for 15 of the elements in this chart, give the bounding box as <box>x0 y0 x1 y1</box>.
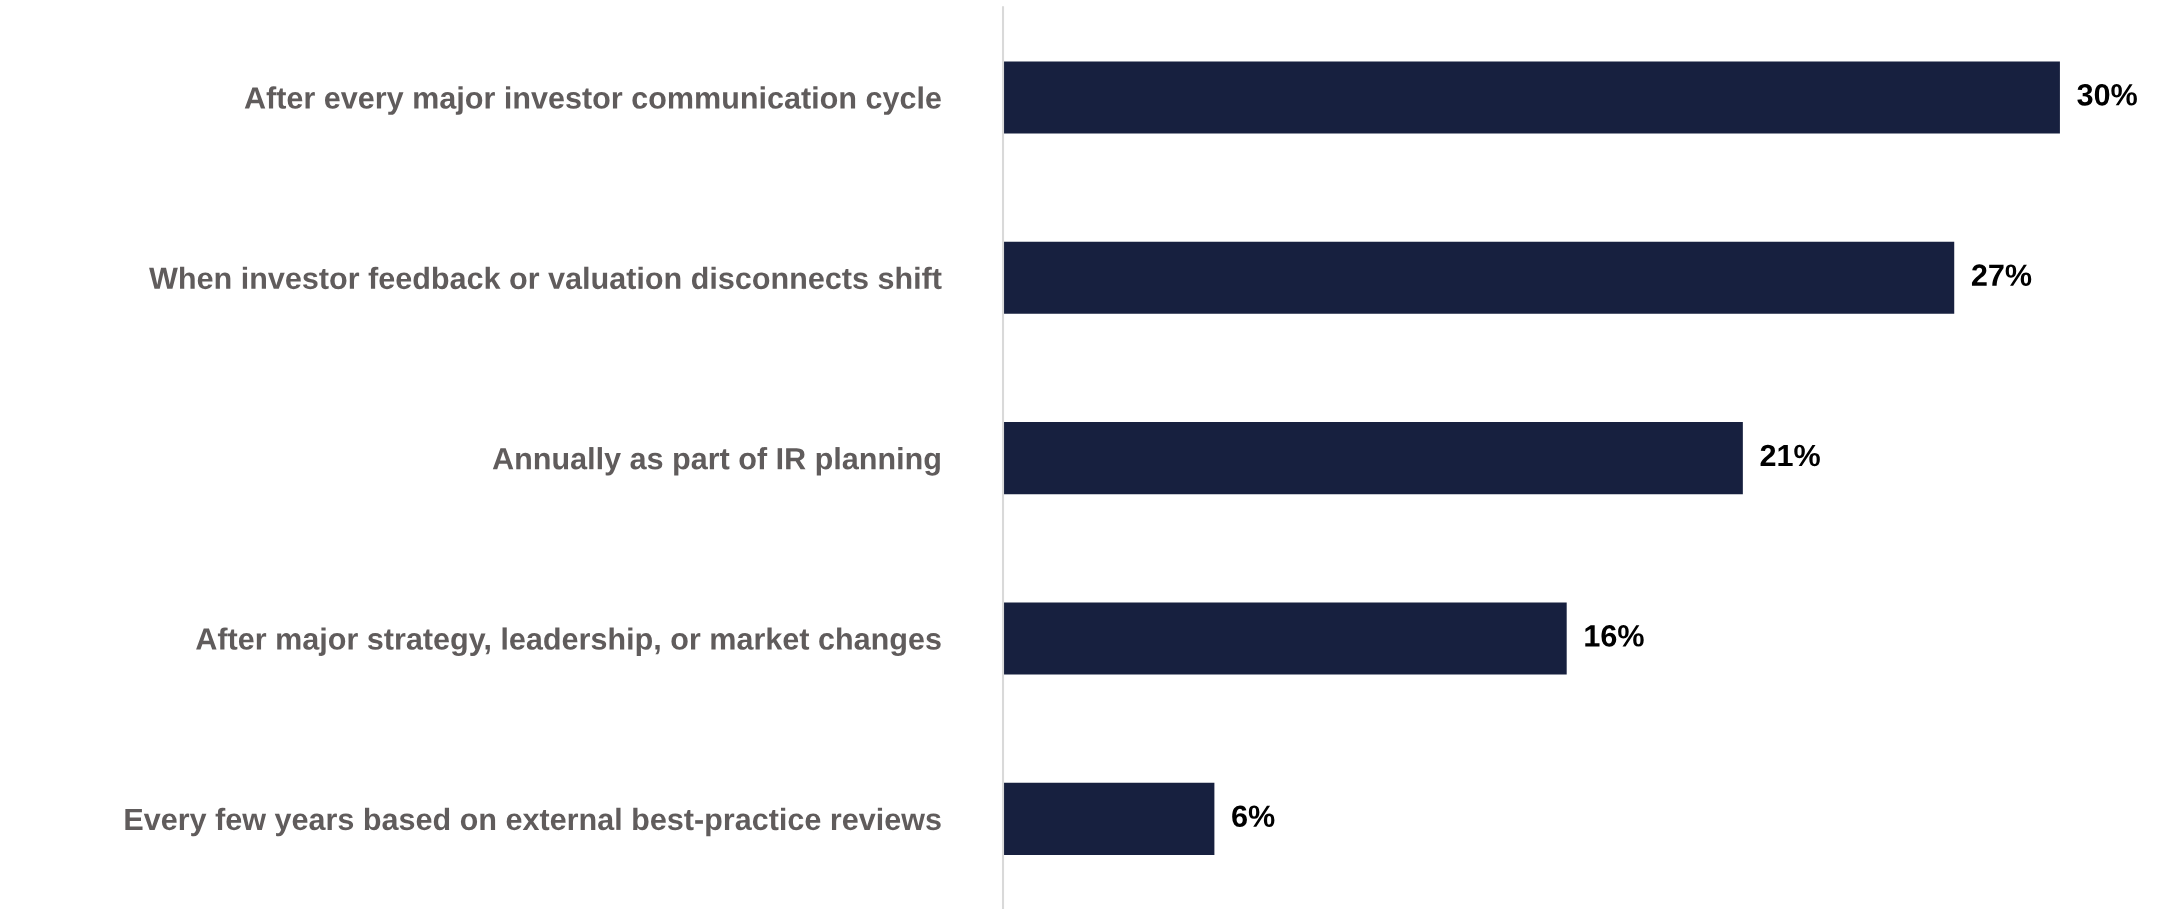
y-tick-label: Annually as part of IR planning <box>492 447 940 476</box>
bar <box>1003 602 1567 675</box>
y-tick-label: Every few years based on external best-practice reviews <box>125 807 941 837</box>
data-label: 27% <box>1971 264 2032 286</box>
bar <box>1003 782 1215 855</box>
data-label: 16% <box>1585 625 1644 647</box>
y-tick-label: After major strategy, leadership, or market changes <box>196 627 941 657</box>
y-tick-label: After every major investor communication cycle <box>244 86 941 115</box>
bar <box>1003 61 2060 134</box>
data-label: 6% <box>1232 805 1275 828</box>
y-tick-label: When investor feedback or valuation disconnects shift <box>149 266 942 290</box>
data-label: 30% <box>2077 84 2137 106</box>
bar <box>1003 422 1743 495</box>
data-label: 21% <box>1760 444 1820 467</box>
bar <box>1003 241 1955 314</box>
